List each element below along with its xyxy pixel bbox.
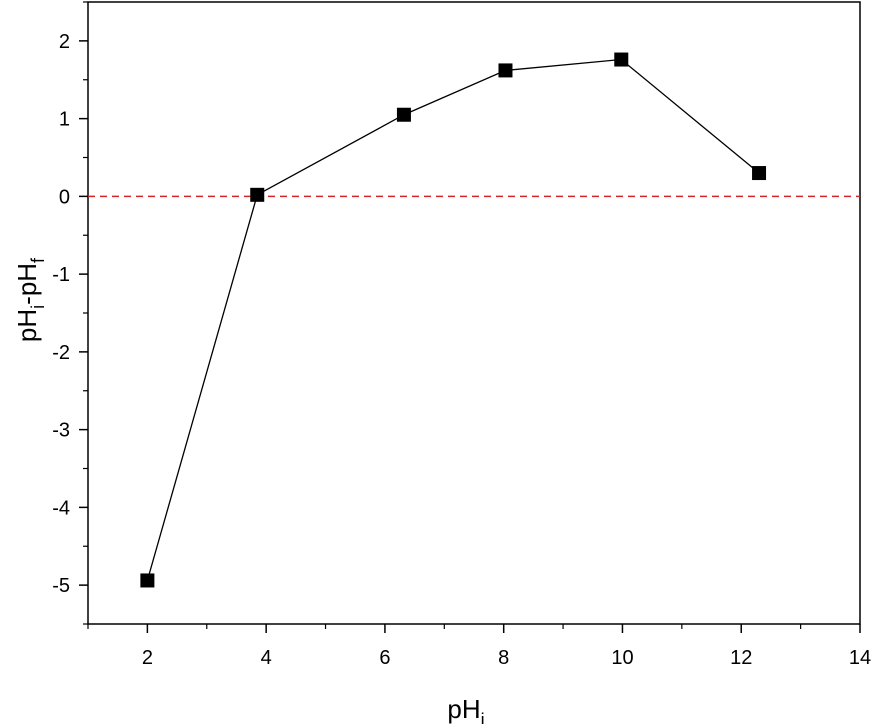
y-tick-label: 1 [59,109,70,131]
data-point-marker [752,166,767,181]
series-group [140,52,767,588]
x-tick-label: 8 [498,647,509,669]
x-tick-label: 6 [379,647,390,669]
y-tick-label: -3 [52,420,70,442]
series-line [146,58,760,581]
plot-frame [87,1,861,625]
y-axis-ticks: -5 -4 -3 -2 -1 0 1 2 [52,1,88,625]
x-tick-label: 12 [730,647,752,669]
plot-border [87,1,861,625]
y-axis-label: pHi-pHf [12,257,48,342]
y-tick-label: 2 [59,31,70,53]
x-tick-label: 2 [142,647,153,669]
y-tick-label: 0 [59,186,70,208]
data-point-marker [614,52,629,67]
y-tick-label: -1 [52,264,70,286]
data-point-marker [140,573,155,588]
x-tick-label: 10 [611,647,633,669]
data-point-marker [396,107,411,122]
data-point-marker [250,187,265,202]
y-tick-label: -4 [52,497,70,519]
y-tick-label: -2 [52,342,70,364]
data-point-marker [498,63,513,78]
y-tick-label: -5 [52,575,70,597]
x-axis-label: pHi [447,694,484,724]
x-axis-ticks: 2 4 6 8 10 12 14 [87,624,871,669]
x-tick-label: 4 [261,647,272,669]
x-tick-label: 14 [849,647,871,669]
